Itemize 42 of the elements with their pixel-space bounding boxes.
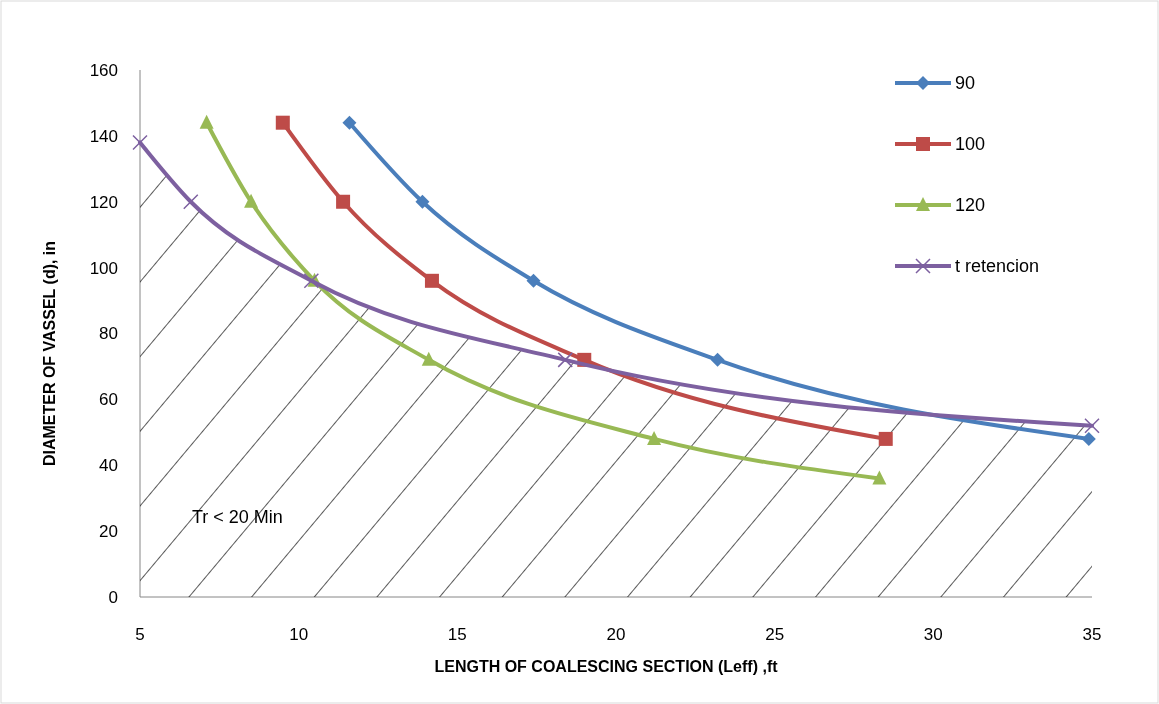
x-axis-title: LENGTH OF COALESCING SECTION (Leff) ,ft — [434, 658, 779, 675]
y-tick-label: 20 — [99, 522, 118, 542]
point — [878, 431, 893, 446]
x-tick-label: 5 — [135, 625, 145, 644]
point — [275, 115, 290, 130]
y-tick-label: 160 — [89, 60, 118, 80]
legend-label: 100 — [955, 134, 986, 155]
point — [872, 470, 887, 485]
legend-label: t retencion — [955, 256, 1040, 277]
point — [244, 193, 259, 208]
point — [421, 351, 436, 366]
y-tick-label: 60 — [99, 390, 118, 410]
point — [303, 273, 320, 289]
y-tick-label: 80 — [99, 324, 118, 344]
point — [415, 194, 430, 209]
point — [557, 352, 573, 368]
y-tick-label: 0 — [108, 587, 118, 607]
point — [336, 194, 351, 209]
x-tick-label: 35 — [1082, 625, 1102, 644]
y-tick-label: 140 — [89, 126, 118, 146]
x-tick-label: 20 — [606, 625, 626, 644]
legend-label: 90 — [955, 73, 976, 94]
point — [526, 273, 541, 288]
x-tick-label: 15 — [447, 625, 467, 644]
y-tick-label: 100 — [89, 258, 118, 278]
y-tick-label: 40 — [99, 456, 118, 476]
x-tick-label: 30 — [923, 625, 943, 644]
x-tick-label: 10 — [289, 625, 309, 644]
point — [342, 115, 357, 130]
point — [199, 114, 214, 129]
point — [647, 430, 662, 445]
point — [424, 273, 439, 288]
point — [183, 194, 199, 210]
point — [1084, 417, 1100, 434]
point — [1081, 431, 1096, 446]
y-tick-label: 120 — [89, 192, 118, 212]
y-axis-title: DIAMETER OF VASSEL (d), in — [41, 240, 58, 467]
point — [710, 352, 725, 367]
point — [132, 134, 148, 151]
legend-label: 120 — [955, 195, 986, 216]
x-tick-label: 25 — [765, 625, 785, 644]
annotation: Tr < 20 Min — [192, 507, 283, 527]
